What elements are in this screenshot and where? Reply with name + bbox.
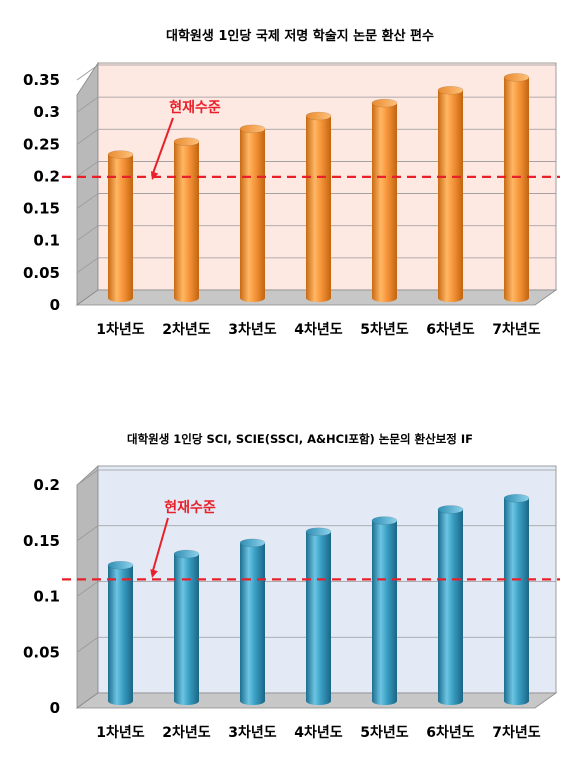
gridline-side bbox=[76, 128, 99, 145]
y-tick-label: 0 bbox=[50, 296, 60, 314]
gridline-side bbox=[76, 225, 99, 242]
x-tick-label: 4차년도 bbox=[294, 725, 343, 741]
reference-line-label: 현재수준 bbox=[164, 500, 216, 516]
x-tick-label: 4차년도 bbox=[294, 322, 343, 338]
chart-1: 대학원생 1인당 국제 저명 학술지 논문 환산 편수 0 0.05 0.1 0.15… bbox=[23, 28, 560, 338]
y-tick-label: 0.15 bbox=[23, 532, 60, 550]
x-tick-label: 6차년도 bbox=[426, 725, 475, 741]
bar bbox=[437, 505, 464, 705]
x-tick-label: 5차년도 bbox=[360, 725, 409, 741]
annotation-arrow-head bbox=[150, 171, 159, 180]
reference-line-label: 현재수준 bbox=[169, 100, 221, 116]
gridline-side bbox=[76, 193, 99, 209]
bar bbox=[107, 560, 134, 705]
bar bbox=[503, 73, 530, 302]
gridline-side bbox=[76, 581, 99, 597]
chart-2: 대학원생 1인당 SCI, SCIE(SSCI, A&HCI포함) 논문의 환산… bbox=[23, 432, 560, 741]
bar bbox=[239, 124, 266, 302]
bar bbox=[173, 549, 200, 705]
x-tick-label: 2차년도 bbox=[162, 725, 211, 741]
bar bbox=[437, 85, 464, 302]
chart-2-side-wall bbox=[76, 465, 99, 709]
gridline-side bbox=[76, 636, 99, 653]
bar bbox=[239, 538, 266, 705]
y-tick-label: 0.1 bbox=[33, 232, 60, 250]
annotation-arrow bbox=[151, 117, 174, 177]
bar bbox=[371, 516, 398, 705]
bar bbox=[107, 150, 134, 302]
x-tick-label: 6차년도 bbox=[426, 322, 475, 338]
x-tick-label: 7차년도 bbox=[492, 322, 541, 338]
annotation-arrow bbox=[151, 517, 169, 575]
y-tick-label: 0.1 bbox=[33, 588, 60, 606]
x-tick-label: 1차년도 bbox=[96, 322, 145, 338]
y-tick-label: 0 bbox=[50, 699, 60, 717]
x-tick-label: 3차년도 bbox=[228, 725, 277, 741]
chart-1-title: 대학원생 1인당 국제 저명 학술지 논문 환산 편수 bbox=[166, 28, 434, 44]
x-tick-label: 3차년도 bbox=[228, 322, 277, 338]
chart-2-title: 대학원생 1인당 SCI, SCIE(SSCI, A&HCI포함) 논문의 환산… bbox=[127, 432, 473, 446]
bar bbox=[305, 527, 332, 705]
y-tick-label: 0.05 bbox=[23, 264, 60, 282]
y-tick-label: 0.15 bbox=[23, 200, 60, 218]
gridline-side bbox=[76, 64, 99, 81]
y-tick-label: 0.35 bbox=[23, 71, 60, 89]
x-tick-label: 5차년도 bbox=[360, 322, 409, 338]
bar bbox=[371, 98, 398, 302]
gridline-side bbox=[76, 469, 99, 486]
bar bbox=[173, 137, 200, 302]
gridline-side bbox=[76, 525, 99, 542]
bar bbox=[503, 493, 530, 705]
y-tick-label: 0.2 bbox=[33, 167, 60, 185]
gridline-side bbox=[76, 161, 99, 177]
y-tick-label: 0.2 bbox=[33, 476, 60, 494]
y-tick-label: 0.05 bbox=[23, 643, 60, 661]
y-tick-label: 0.3 bbox=[33, 103, 60, 121]
x-tick-label: 1차년도 bbox=[96, 725, 145, 741]
gridline-side bbox=[76, 257, 99, 274]
gridline-side bbox=[76, 96, 99, 113]
y-tick-label: 0.25 bbox=[23, 135, 60, 153]
x-tick-label: 7차년도 bbox=[492, 725, 541, 741]
annotation-arrow-head bbox=[150, 569, 158, 578]
bar bbox=[305, 111, 332, 302]
x-tick-label: 2차년도 bbox=[162, 322, 211, 338]
